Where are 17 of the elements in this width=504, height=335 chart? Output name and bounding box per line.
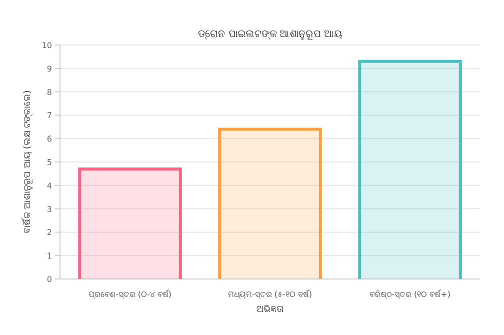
x-tick-label: ମଧ୍ୟମ-ସ୍ତର (୫-୧୦ ବର୍ଷ) <box>228 289 312 300</box>
y-axis-title: ବାର୍ଷିକ ଆଶାନୁରୂପ ଆୟ (ଲକ୍ଷ ଟଙ୍କାରେ) <box>21 90 34 234</box>
y-tick-label: 0 <box>46 275 52 284</box>
y-tick-label: 1 <box>46 252 52 261</box>
y-tick-label: 7 <box>46 111 52 120</box>
x-tick-label: ପ୍ରବେଶ-ସ୍ତର (୦-୪ ବର୍ଷ) <box>88 289 172 299</box>
y-tick-label: 4 <box>46 181 52 190</box>
y-tick-label: 3 <box>46 204 52 214</box>
y-tick-label: 2 <box>46 228 52 238</box>
x-axis-title: ଅଭିଜ୍ଞତା <box>256 304 284 315</box>
y-tick-label: 6 <box>46 134 52 144</box>
chart-title: ଡ୍ରୋନ ପାଇଲଟଙ୍କ ଆଶାନୁରୂପ ଆୟ <box>198 29 342 41</box>
y-tick-label: 8 <box>46 88 52 97</box>
y-tick-label: 9 <box>46 64 52 74</box>
y-tick-label: 5 <box>46 158 52 167</box>
x-tick-label: ବରିଷ୍ଠ-ସ୍ତର (୧୦ ବର୍ଷ+) <box>370 289 450 299</box>
y-tick-label: 10 <box>42 41 52 50</box>
